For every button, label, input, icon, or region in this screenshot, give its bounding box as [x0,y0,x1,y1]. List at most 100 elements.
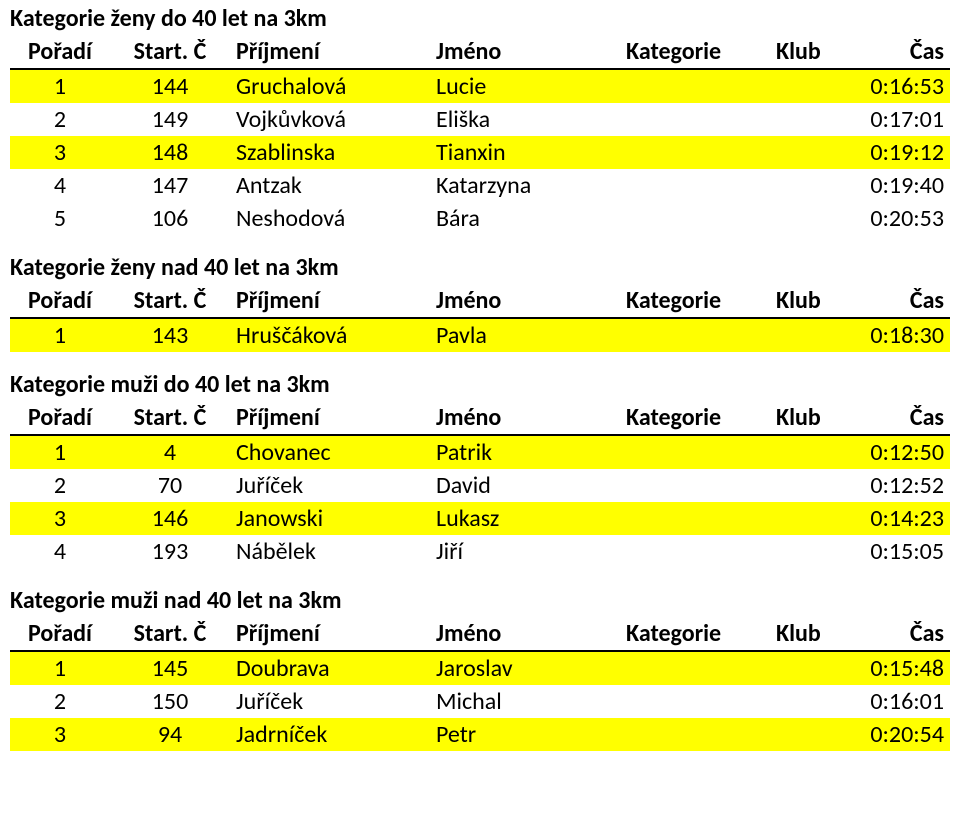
header-jmeno: Jméno [430,401,620,435]
header-prijmeni: Příjmení [230,284,430,318]
results-table: PořadíStart. ČPříjmeníJménoKategorieKlub… [10,401,950,568]
cell-start: 144 [110,69,230,103]
cell-cas: 0:12:52 [850,469,950,502]
cell-poradi: 1 [10,651,110,685]
header-cas: Čas [850,401,950,435]
cell-start: 94 [110,718,230,751]
cell-poradi: 2 [10,469,110,502]
cell-prijmeni: Gruchalová [230,69,430,103]
header-kategorie: Kategorie [620,284,770,318]
cell-start: 106 [110,202,230,235]
cell-start: 150 [110,685,230,718]
cell-start: 145 [110,651,230,685]
cell-kategorie [620,651,770,685]
table-row: 1144GruchalováLucie0:16:53 [10,69,950,103]
cell-jmeno: Michal [430,685,620,718]
header-poradi: Pořadí [10,401,110,435]
cell-klub [770,169,850,202]
cell-kategorie [620,318,770,352]
cell-kategorie [620,202,770,235]
cell-kategorie [620,136,770,169]
header-jmeno: Jméno [430,617,620,651]
cell-cas: 0:17:01 [850,103,950,136]
table-row: 3148SzablinskaTianxin0:19:12 [10,136,950,169]
cell-start: 149 [110,103,230,136]
cell-start: 148 [110,136,230,169]
table-header-row: PořadíStart. ČPříjmeníJménoKategorieKlub… [10,617,950,651]
header-kategorie: Kategorie [620,401,770,435]
cell-kategorie [620,69,770,103]
header-prijmeni: Příjmení [230,401,430,435]
cell-jmeno: Jiří [430,535,620,568]
cell-start: 70 [110,469,230,502]
cell-klub [770,435,850,469]
cell-cas: 0:16:01 [850,685,950,718]
cell-kategorie [620,469,770,502]
cell-prijmeni: Vojkůvková [230,103,430,136]
section-title: Kategorie ženy nad 40 let na 3km [10,253,950,282]
cell-jmeno: Lukasz [430,502,620,535]
results-document: Kategorie ženy do 40 let na 3kmPořadíSta… [10,4,950,751]
cell-jmeno: David [430,469,620,502]
header-prijmeni: Příjmení [230,617,430,651]
cell-poradi: 3 [10,502,110,535]
cell-kategorie [620,502,770,535]
cell-cas: 0:20:53 [850,202,950,235]
cell-cas: 0:20:54 [850,718,950,751]
cell-klub [770,502,850,535]
cell-klub [770,718,850,751]
cell-prijmeni: Neshodová [230,202,430,235]
cell-prijmeni: Szablinska [230,136,430,169]
table-row: 2149VojkůvkováEliška0:17:01 [10,103,950,136]
header-start: Start. Č [110,401,230,435]
header-jmeno: Jméno [430,35,620,69]
section-title: Kategorie muži do 40 let na 3km [10,370,950,399]
results-section: Kategorie muži nad 40 let na 3kmPořadíSt… [10,586,950,751]
table-row: 14ChovanecPatrik0:12:50 [10,435,950,469]
cell-cas: 0:15:05 [850,535,950,568]
table-header-row: PořadíStart. ČPříjmeníJménoKategorieKlub… [10,284,950,318]
cell-cas: 0:15:48 [850,651,950,685]
results-section: Kategorie muži do 40 let na 3kmPořadíSta… [10,370,950,568]
table-row: 3146JanowskiLukasz0:14:23 [10,502,950,535]
results-section: Kategorie ženy nad 40 let na 3kmPořadíSt… [10,253,950,352]
cell-klub [770,136,850,169]
cell-start: 193 [110,535,230,568]
header-prijmeni: Příjmení [230,35,430,69]
cell-poradi: 2 [10,685,110,718]
header-poradi: Pořadí [10,35,110,69]
cell-jmeno: Lucie [430,69,620,103]
section-title: Kategorie muži nad 40 let na 3km [10,586,950,615]
cell-prijmeni: Chovanec [230,435,430,469]
header-klub: Klub [770,617,850,651]
results-section: Kategorie ženy do 40 let na 3kmPořadíSta… [10,4,950,235]
cell-klub [770,651,850,685]
cell-jmeno: Katarzyna [430,169,620,202]
cell-start: 147 [110,169,230,202]
cell-jmeno: Eliška [430,103,620,136]
results-table: PořadíStart. ČPříjmeníJménoKategorieKlub… [10,35,950,235]
header-start: Start. Č [110,284,230,318]
cell-prijmeni: Doubrava [230,651,430,685]
section-title: Kategorie ženy do 40 let na 3km [10,4,950,33]
cell-cas: 0:18:30 [850,318,950,352]
cell-cas: 0:19:12 [850,136,950,169]
cell-prijmeni: Janowski [230,502,430,535]
cell-jmeno: Jaroslav [430,651,620,685]
table-row: 1143HruščákováPavla0:18:30 [10,318,950,352]
cell-poradi: 3 [10,136,110,169]
header-poradi: Pořadí [10,284,110,318]
header-cas: Čas [850,284,950,318]
header-jmeno: Jméno [430,284,620,318]
cell-poradi: 3 [10,718,110,751]
header-start: Start. Č [110,617,230,651]
header-klub: Klub [770,284,850,318]
table-row: 1145DoubravaJaroslav 0:15:48 [10,651,950,685]
header-kategorie: Kategorie [620,35,770,69]
cell-jmeno: Petr [430,718,620,751]
cell-klub [770,469,850,502]
cell-start: 143 [110,318,230,352]
table-header-row: PořadíStart. ČPříjmeníJménoKategorieKlub… [10,35,950,69]
table-row: 4147AntzakKatarzyna0:19:40 [10,169,950,202]
header-cas: Čas [850,35,950,69]
